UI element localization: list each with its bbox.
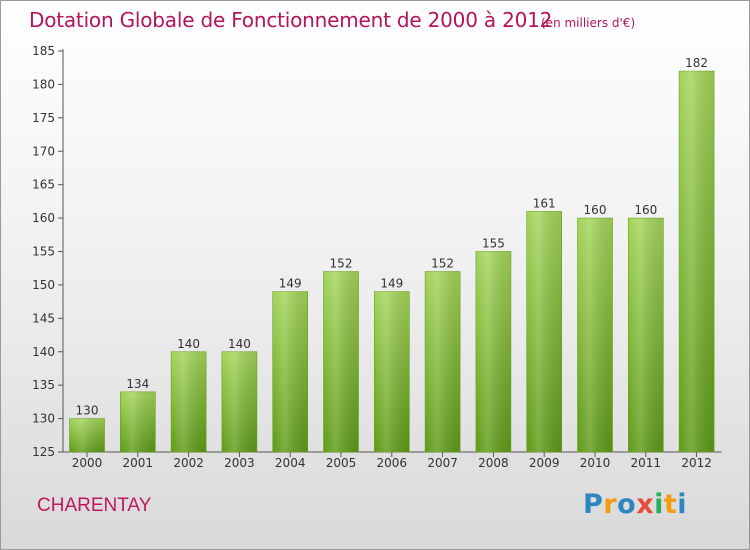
chart-title: Dotation Globale de Fonctionnement de 20…	[29, 8, 553, 32]
x-tick-label: 2010	[580, 456, 611, 470]
data-label: 134	[126, 377, 149, 391]
x-tick-label: 2005	[326, 456, 357, 470]
brand-letter: P	[583, 489, 604, 520]
x-tick-label: 2011	[631, 456, 662, 470]
data-labels: 130 134 140 140 149 152 149 152 155 161 160 160 182	[76, 56, 709, 418]
data-label: 152	[330, 257, 353, 271]
bar-shine	[526, 211, 562, 452]
bar-shine	[171, 351, 207, 452]
y-tick-label: 170	[32, 144, 55, 158]
bar-shine	[628, 218, 664, 452]
x-tick-label: 2001	[123, 456, 154, 470]
bar-2000	[69, 418, 105, 453]
brand-letter: t	[663, 489, 678, 520]
x-axis: 2000 2001 2002 2003 2004 2005 2006 2007 2008 2009…	[63, 451, 722, 470]
x-tick-label: 2003	[224, 456, 255, 470]
brand-letter: i	[654, 489, 664, 520]
y-tick-label: 125	[32, 445, 55, 459]
bar-2012	[678, 70, 715, 453]
y-tick-label: 175	[32, 111, 55, 125]
x-tick-label: 2009	[529, 456, 560, 470]
data-label: 155	[482, 237, 505, 251]
bar-2001	[120, 391, 156, 453]
bar-2005	[323, 271, 359, 453]
data-label: 149	[279, 277, 302, 291]
x-tick-label: 2007	[427, 456, 458, 470]
x-tick-label: 2008	[478, 456, 509, 470]
x-tick-label: 2002	[173, 456, 204, 470]
y-tick-label: 165	[32, 178, 55, 192]
bar-2004	[272, 291, 309, 453]
bar-shine	[272, 291, 308, 452]
y-tick-label: 140	[32, 345, 55, 359]
chart-subtitle: (en milliers d'€)	[541, 16, 636, 30]
y-tick-label: 150	[32, 278, 55, 292]
brand-letter: x	[636, 489, 655, 520]
brand-logo: Proxiti	[583, 489, 687, 520]
bar-2006	[373, 291, 410, 453]
data-label: 140	[228, 337, 251, 351]
bar-shine	[679, 71, 715, 453]
x-tick-label: 2000	[72, 456, 103, 470]
brand-letter: o	[617, 489, 637, 520]
data-label: 152	[431, 257, 454, 271]
brand-letter: r	[603, 489, 618, 520]
bar-2002	[170, 351, 207, 453]
bar-shine	[120, 391, 156, 452]
y-tick-label: 160	[32, 211, 55, 225]
y-axis: 125 130 135 140 145 150 155 160 165 170 175 180 185	[32, 44, 64, 459]
bar-shine	[221, 351, 257, 452]
brand-letter: i	[677, 489, 688, 520]
y-tick-label: 145	[32, 311, 55, 325]
bar-shine	[374, 291, 410, 452]
bar-2007	[424, 271, 461, 453]
bar-shine	[425, 271, 461, 452]
data-label: 161	[533, 196, 556, 210]
y-tick-label: 180	[32, 77, 55, 91]
bar-2011	[627, 217, 664, 453]
data-label: 160	[584, 203, 607, 217]
data-label: 182	[685, 56, 708, 70]
bar-shine	[323, 271, 359, 452]
x-tick-label: 2006	[377, 456, 408, 470]
data-label: 130	[76, 404, 99, 418]
y-tick-label: 130	[32, 412, 55, 426]
bar-shine	[577, 218, 613, 452]
bars	[69, 70, 715, 453]
x-tick-label: 2012	[681, 456, 712, 470]
bar-2010	[577, 217, 613, 453]
place-name: CHARENTAY	[37, 495, 152, 516]
bar-2003	[221, 351, 258, 453]
data-label: 160	[634, 203, 657, 217]
data-label: 140	[177, 337, 200, 351]
y-tick-label: 135	[32, 378, 55, 392]
bar-shine	[69, 418, 105, 452]
bar-2009	[526, 211, 563, 453]
x-tick-label: 2004	[275, 456, 306, 470]
bar-shine	[475, 251, 511, 452]
y-tick-label: 185	[32, 44, 55, 58]
data-label: 149	[380, 277, 403, 291]
bar-2008	[475, 251, 512, 453]
y-tick-label: 155	[32, 245, 55, 259]
